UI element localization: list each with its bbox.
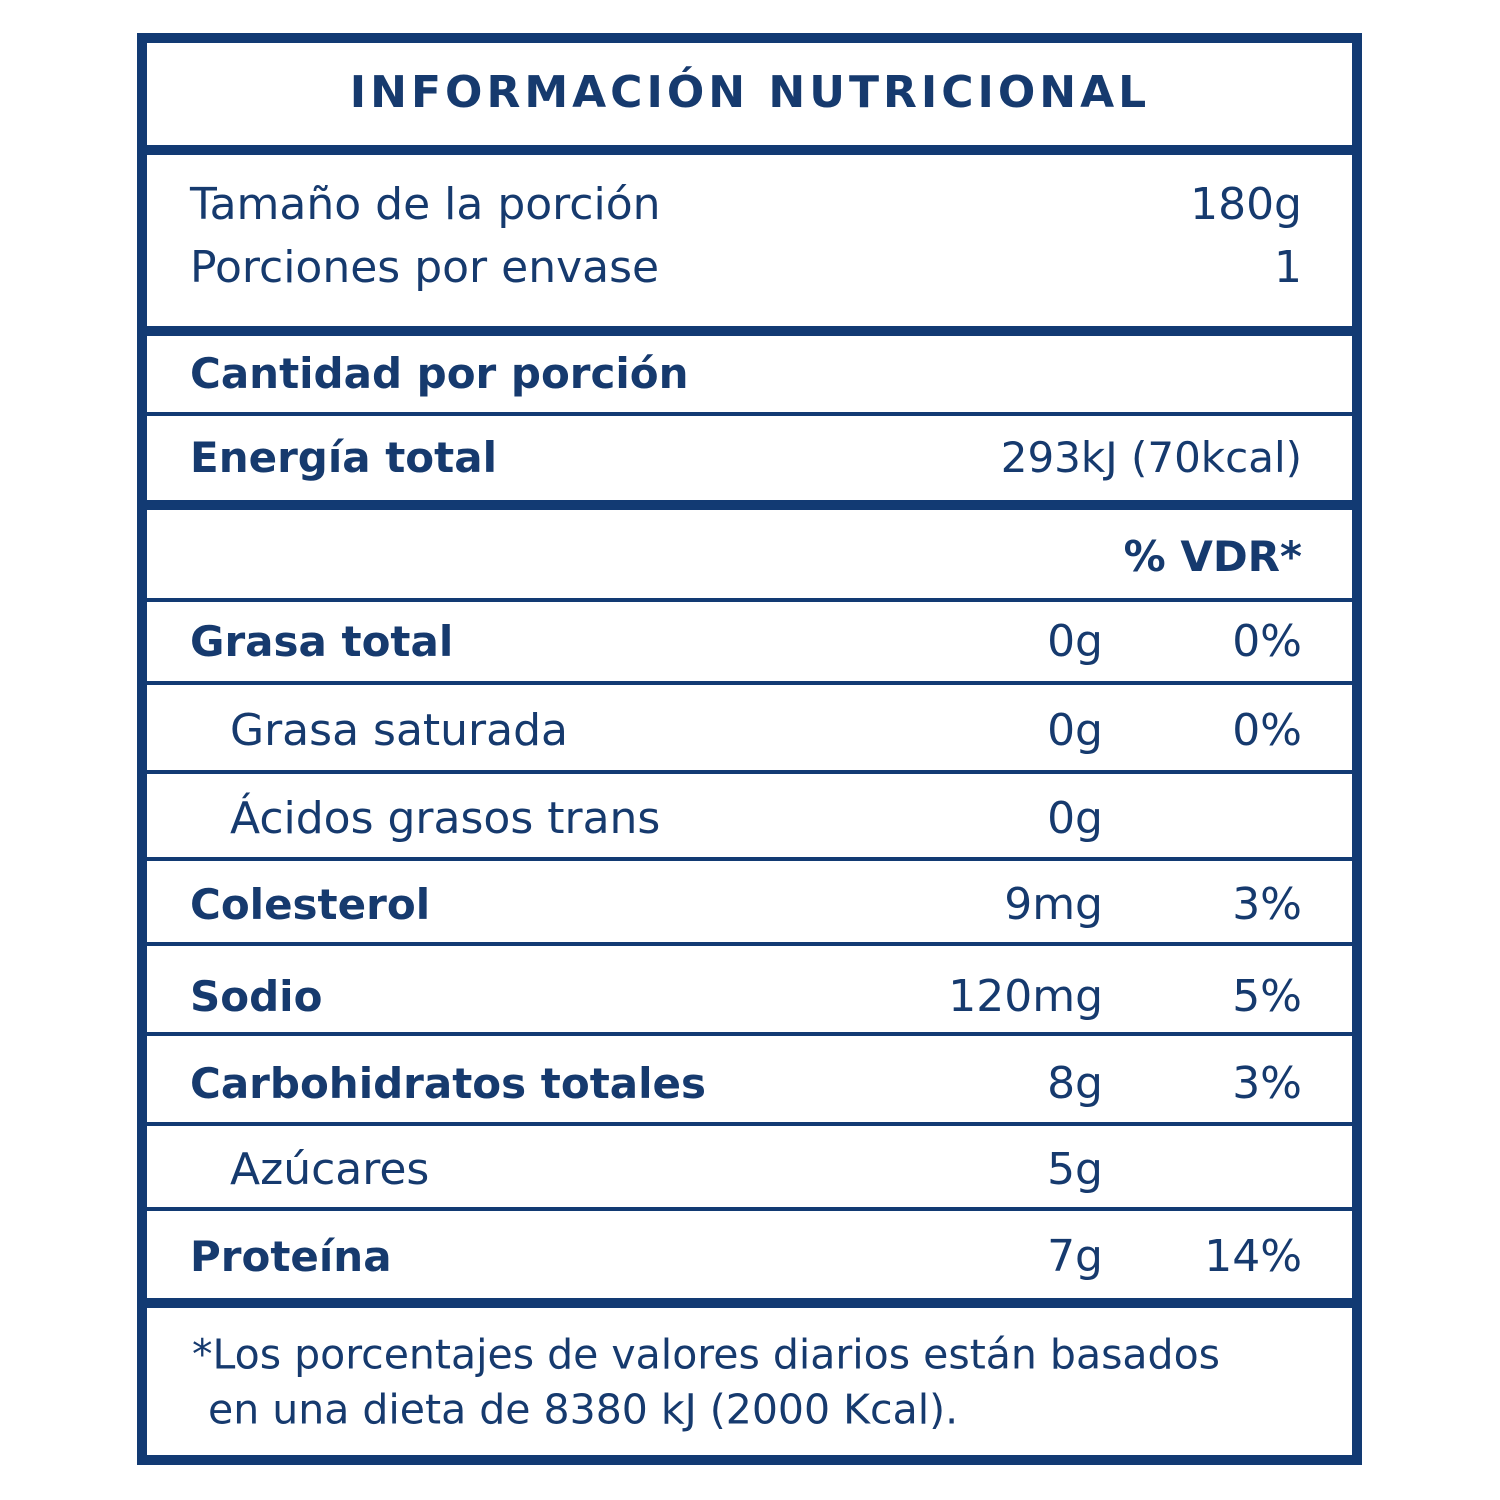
serving-value: 1	[1274, 242, 1302, 293]
nutrient-label: Colesterol	[190, 880, 431, 929]
nutrient-dv: 5%	[1232, 971, 1302, 1022]
nutrient-dv: 14%	[1204, 1231, 1302, 1282]
footnote: *Los porcentajes de valores diarios está…	[192, 1330, 1221, 1379]
nutrient-label: Proteína	[190, 1232, 392, 1281]
nutrient-label: Carbohidratos totales	[190, 1059, 706, 1108]
nutrient-dv: 3%	[1232, 1058, 1302, 1109]
divider	[137, 681, 1362, 685]
label-frame	[137, 33, 1362, 1465]
nutrient-amount: 0g	[1047, 793, 1103, 844]
nutrient-amount: 0g	[1047, 705, 1103, 756]
divider	[137, 1032, 1362, 1036]
nutrient-dv: 0%	[1232, 705, 1302, 756]
nutrient-dv: 3%	[1232, 879, 1302, 930]
energy-value: 293kJ (70kcal)	[1000, 433, 1302, 482]
nutrient-amount: 0g	[1047, 616, 1103, 667]
serving-label: Porciones por envase	[190, 242, 660, 293]
energy-label: Energía total	[190, 433, 497, 482]
divider	[137, 942, 1362, 946]
divider	[137, 857, 1362, 861]
serving-label: Tamaño de la porción	[190, 179, 661, 230]
nutrient-dv: 0%	[1232, 616, 1302, 667]
divider	[137, 1122, 1362, 1126]
divider	[137, 500, 1362, 510]
divider	[137, 1207, 1362, 1211]
amount-header: Cantidad por porción	[190, 349, 689, 398]
nutrient-label: Sodio	[190, 972, 323, 1021]
serving-value: 180g	[1190, 179, 1302, 230]
divider	[137, 145, 1362, 155]
nutrient-amount: 9mg	[1004, 879, 1103, 930]
divider	[137, 412, 1362, 416]
nutrient-amount: 8g	[1047, 1058, 1103, 1109]
dv-header: % VDR*	[1123, 532, 1302, 581]
title: INFORMACIÓN NUTRICIONAL	[349, 67, 1151, 118]
nutrient-amount: 5g	[1047, 1144, 1103, 1195]
nutrient-amount: 7g	[1047, 1231, 1103, 1282]
nutrient-amount: 120mg	[948, 971, 1103, 1022]
nutrient-label: Grasa total	[190, 617, 454, 666]
nutrient-label: Ácidos grasos trans	[230, 793, 661, 844]
divider	[137, 1298, 1362, 1308]
footnote: en una dieta de 8380 kJ (2000 Kcal).	[208, 1385, 959, 1434]
nutrient-label: Azúcares	[230, 1144, 430, 1195]
divider	[137, 598, 1362, 602]
divider	[137, 770, 1362, 774]
nutrient-label: Grasa saturada	[230, 705, 568, 756]
divider	[137, 326, 1362, 336]
